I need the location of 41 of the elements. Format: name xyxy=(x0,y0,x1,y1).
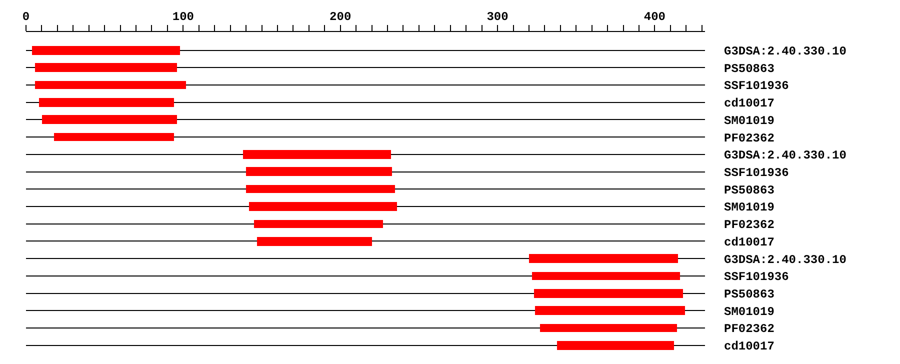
y-tick-label: cd10017 xyxy=(724,235,774,250)
y-tick-label: PF02362 xyxy=(724,322,774,336)
y-tick-label: cd10017 xyxy=(724,96,774,111)
bar xyxy=(540,324,677,332)
y-tick-label: SM01019 xyxy=(724,200,774,215)
bar xyxy=(249,202,397,211)
y-tick-label: G3DSA:2.40.330.10 xyxy=(724,252,846,267)
y-tick-label: PS50863 xyxy=(724,183,774,198)
bar xyxy=(35,63,177,72)
bar xyxy=(246,185,395,193)
y-tick-label: SSF101936 xyxy=(724,166,789,180)
y-tick-label: G3DSA:2.40.330.10 xyxy=(724,148,846,163)
bar xyxy=(39,98,174,107)
y-tick-label: SSF101936 xyxy=(724,79,789,94)
x-tick-label: 200 xyxy=(330,10,352,24)
x-tick-label: 100 xyxy=(172,10,194,24)
y-tick-label: SM01019 xyxy=(724,304,774,319)
bar xyxy=(243,150,391,159)
bar xyxy=(532,272,680,280)
y-tick-label: PS50863 xyxy=(724,287,774,302)
x-tick-label: 400 xyxy=(644,10,666,24)
y-tick-label: SM01019 xyxy=(724,114,774,128)
y-tick-label: G3DSA:2.40.330.10 xyxy=(724,44,846,59)
bar xyxy=(32,46,180,55)
bar xyxy=(35,81,186,89)
bar xyxy=(246,167,392,176)
y-tick-label: PF02362 xyxy=(724,131,774,146)
bar xyxy=(557,341,674,350)
y-tick-label: PS50863 xyxy=(724,62,774,76)
bar xyxy=(535,306,685,315)
y-tick-label: cd10017 xyxy=(724,340,774,354)
bar xyxy=(529,254,678,263)
x-tick-label: 300 xyxy=(486,10,508,24)
bar xyxy=(254,220,383,228)
x-tick-label: 0 xyxy=(22,10,30,24)
bar xyxy=(54,133,174,141)
y-tick-label: PF02362 xyxy=(724,218,774,232)
bar xyxy=(257,237,372,246)
bar xyxy=(534,289,683,298)
bar xyxy=(42,115,177,124)
y-tick-label: SSF101936 xyxy=(724,270,789,284)
